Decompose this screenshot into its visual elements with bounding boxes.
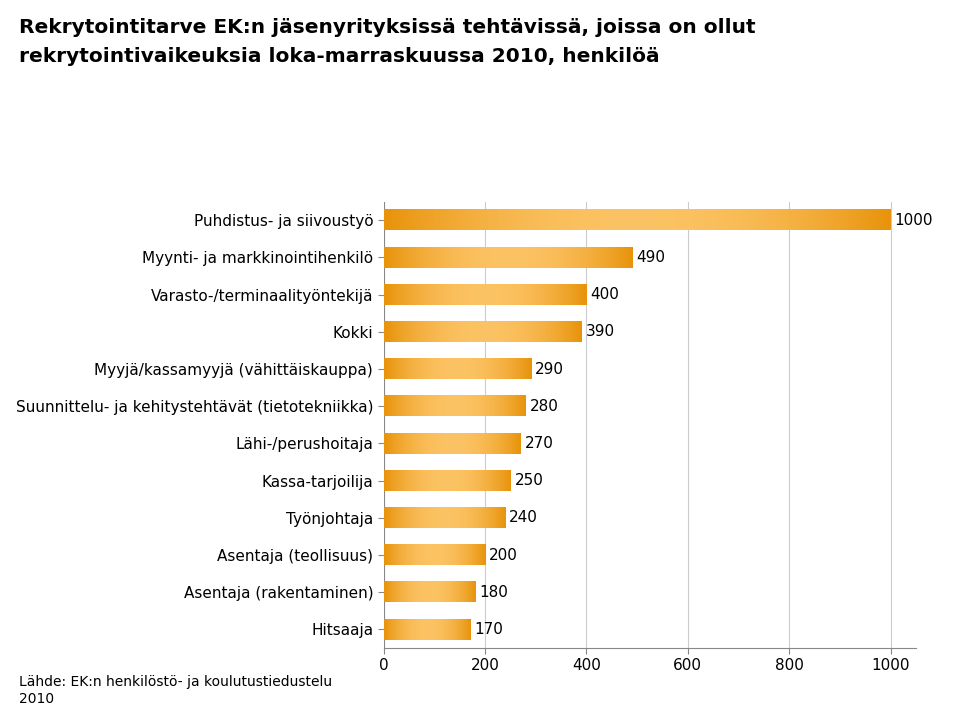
Text: 270: 270 (525, 436, 553, 451)
Text: 280: 280 (529, 399, 558, 414)
Text: 490: 490 (636, 250, 665, 265)
Text: 1000: 1000 (895, 212, 933, 228)
Text: rekrytointivaikeuksia loka-marraskuussa 2010, henkilöä: rekrytointivaikeuksia loka-marraskuussa … (19, 47, 660, 66)
Text: 390: 390 (585, 324, 615, 339)
Text: 400: 400 (591, 287, 620, 302)
Text: 180: 180 (479, 585, 507, 600)
Text: 240: 240 (509, 510, 538, 526)
Text: Rekrytointitarve EK:n jäsenyrityksissä tehtävissä, joissa on ollut: Rekrytointitarve EK:n jäsenyrityksissä t… (19, 18, 756, 37)
Text: 290: 290 (535, 361, 564, 377)
Text: 170: 170 (474, 622, 503, 637)
Text: 250: 250 (514, 473, 543, 488)
Text: 200: 200 (489, 547, 518, 562)
Text: Lähde: EK:n henkilöstö- ja koulutustiedustelu
2010: Lähde: EK:n henkilöstö- ja koulutustiedu… (19, 675, 333, 706)
